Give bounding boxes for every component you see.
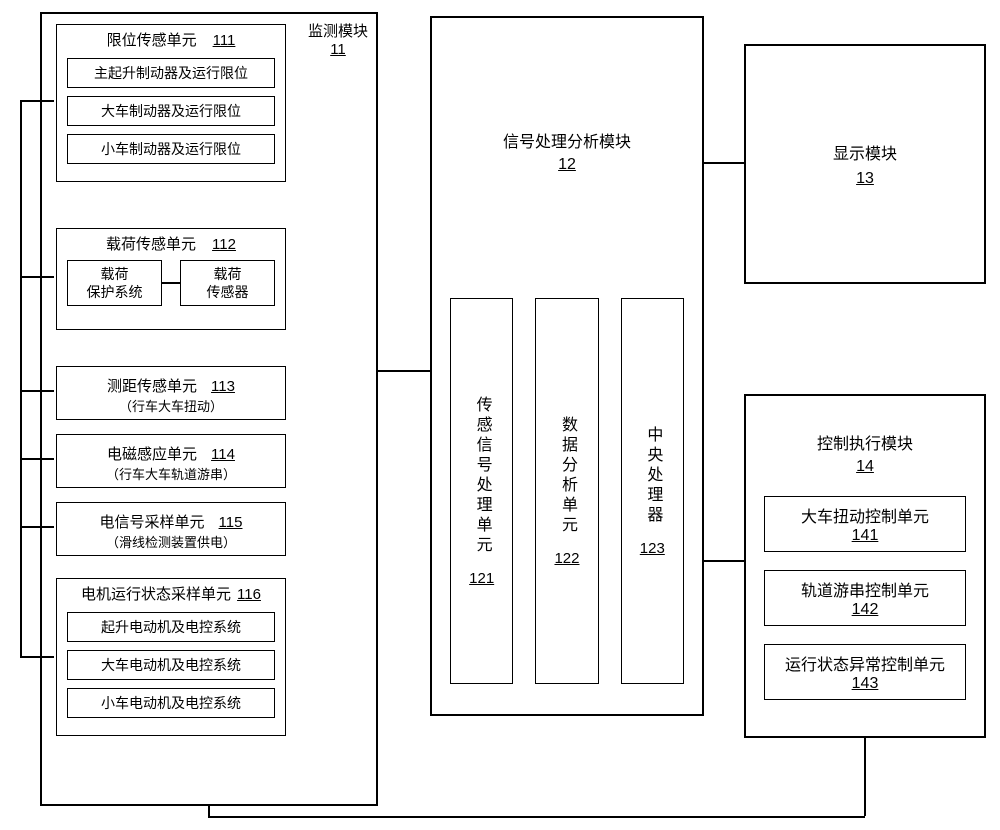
em-unit: 电磁感应单元 114 （行车大车轨道游串） xyxy=(56,434,286,488)
load-protect: 载荷 保护系统 xyxy=(67,260,162,306)
connector xyxy=(864,738,866,816)
connector xyxy=(208,816,865,818)
motor-item: 小车电动机及电控系统 xyxy=(67,688,275,718)
signal-unit: 电信号采样单元 115 （滑线检测装置供电） xyxy=(56,502,286,556)
monitor-module: 监测模块 11 限位传感单元 111 主起升制动器及运行限位 大车制动器及运行限… xyxy=(40,12,378,806)
connector xyxy=(704,162,744,164)
connector xyxy=(20,100,22,658)
limit-item: 小车制动器及运行限位 xyxy=(67,134,275,164)
motor-item: 大车电动机及电控系统 xyxy=(67,650,275,680)
control-module: 控制执行模块 14 大车扭动控制单元 141 轨道游串控制单元 142 运行状态… xyxy=(744,394,986,738)
connector xyxy=(20,458,54,460)
limit-sensor-unit: 限位传感单元 111 主起升制动器及运行限位 大车制动器及运行限位 小车制动器及… xyxy=(56,24,286,182)
control-item: 大车扭动控制单元 141 xyxy=(764,496,966,552)
connector xyxy=(704,560,744,562)
display-module: 显示模块 13 xyxy=(744,44,986,284)
load-sensor: 载荷 传感器 xyxy=(180,260,275,306)
monitor-label: 监测模块 11 xyxy=(308,20,368,58)
processor-module: 信号处理分析模块 12 传感信号处理单元 121 数据分析单元 122 中央处理… xyxy=(430,16,704,716)
connector xyxy=(20,526,54,528)
limit-item: 大车制动器及运行限位 xyxy=(67,96,275,126)
control-label: 控制执行模块 14 xyxy=(746,430,984,476)
distance-unit: 测距传感单元 113 （行车大车扭动） xyxy=(56,366,286,420)
proc-col-123: 中央处理器 123 xyxy=(621,298,684,684)
load-sensor-unit: 载荷传感单元 112 载荷 保护系统 载荷 传感器 xyxy=(56,228,286,330)
connector xyxy=(20,390,54,392)
motor-item: 起升电动机及电控系统 xyxy=(67,612,275,642)
connector xyxy=(378,370,430,372)
connector xyxy=(20,100,54,102)
connector xyxy=(208,806,210,817)
connector xyxy=(20,276,54,278)
processor-label: 信号处理分析模块 12 xyxy=(432,128,702,174)
motor-unit: 电机运行状态采样单元 116 起升电动机及电控系统 大车电动机及电控系统 小车电… xyxy=(56,578,286,736)
limit-item: 主起升制动器及运行限位 xyxy=(67,58,275,88)
control-item: 轨道游串控制单元 142 xyxy=(764,570,966,626)
control-item: 运行状态异常控制单元 143 xyxy=(764,644,966,700)
proc-col-122: 数据分析单元 122 xyxy=(535,298,598,684)
connector xyxy=(20,656,54,658)
proc-col-121: 传感信号处理单元 121 xyxy=(450,298,513,684)
